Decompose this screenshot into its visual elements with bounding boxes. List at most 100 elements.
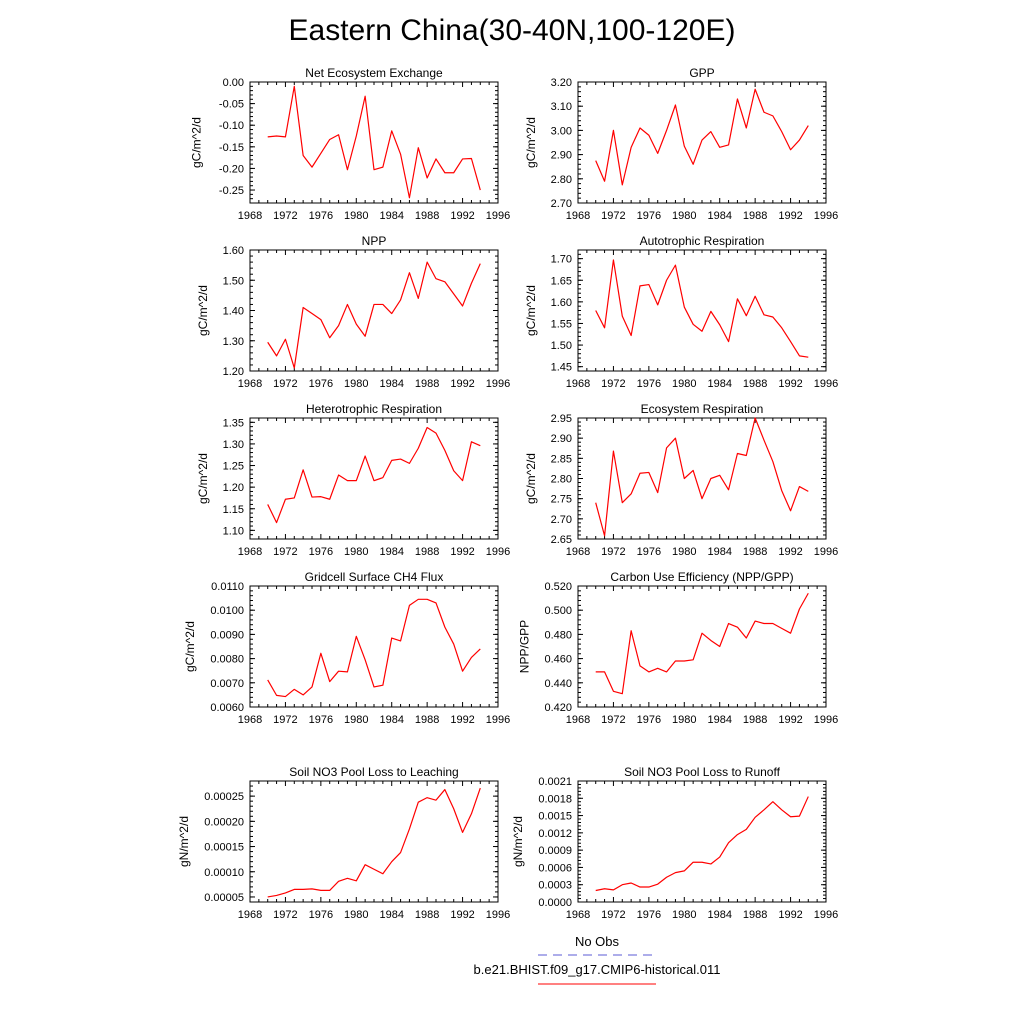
series-line (267, 787, 481, 898)
y-tick-label: 1.60 (223, 245, 244, 257)
panel-title: Gridcell Surface CH4 Flux (305, 570, 444, 584)
y-tick-label: 0.0080 (210, 654, 244, 666)
y-tick-label: 0.440 (544, 678, 572, 690)
y-tick-label: -0.10 (219, 120, 244, 132)
series-line (595, 417, 809, 537)
y-tick-label: 0.460 (544, 654, 572, 666)
x-tick-label: 1968 (566, 909, 590, 921)
panel-title: Carbon Use Efficiency (NPP/GPP) (610, 570, 793, 584)
y-tick-label: -0.25 (219, 185, 244, 197)
y-tick-label: 0.480 (544, 629, 572, 641)
y-tick-label: 0.00025 (204, 791, 244, 803)
x-tick-label: 1992 (450, 714, 474, 726)
x-tick-label: 1972 (273, 714, 297, 726)
panel-4: Autotrophic Respiration 1968 1972 1976 1980 1… (524, 234, 838, 390)
y-tick-label: 2.85 (551, 453, 572, 465)
panel-title: Soil NO3 Pool Loss to Runoff (624, 765, 781, 779)
x-tick-label: 1968 (238, 546, 262, 558)
x-tick-label: 1988 (743, 909, 767, 921)
plot-frame (577, 417, 827, 540)
y-tick-label: 0.00010 (204, 867, 244, 879)
y-axis-label: gN/m^2/d (511, 816, 525, 867)
x-tick-label: 1992 (778, 378, 802, 390)
panel-title: NPP (362, 234, 387, 248)
x-tick-label: 1980 (672, 210, 696, 222)
x-tick-label: 1976 (637, 909, 661, 921)
x-tick-label: 1980 (344, 210, 368, 222)
legend-label-obs: No Obs (575, 934, 620, 949)
y-axis-label: gC/m^2/d (190, 117, 204, 168)
y-tick-label: 2.65 (551, 534, 572, 546)
x-tick-label: 1984 (379, 714, 403, 726)
x-tick-label: 1968 (238, 378, 262, 390)
y-tick-label: 0.0110 (211, 581, 244, 593)
y-axis-label: gC/m^2/d (524, 117, 538, 168)
x-tick-label: 1984 (379, 909, 403, 921)
x-tick-label: 1992 (778, 714, 802, 726)
y-tick-label: 1.25 (223, 461, 244, 473)
y-tick-label: 0.0009 (538, 845, 572, 857)
x-tick-label: 1996 (814, 378, 838, 390)
x-tick-label: 1976 (309, 714, 333, 726)
x-tick-label: 1976 (309, 909, 333, 921)
x-tick-label: 1968 (238, 210, 262, 222)
x-tick-label: 1988 (415, 378, 439, 390)
y-tick-label: 0.500 (544, 605, 572, 617)
x-tick-label: 1972 (601, 546, 625, 558)
y-tick-label: 1.15 (223, 504, 244, 516)
x-tick-label: 1980 (344, 378, 368, 390)
x-tick-label: 1976 (637, 378, 661, 390)
x-tick-label: 1980 (672, 378, 696, 390)
y-tick-label: 3.10 (551, 101, 572, 113)
x-tick-label: 1988 (743, 546, 767, 558)
y-tick-label: 1.65 (551, 275, 572, 287)
x-tick-label: 1988 (415, 546, 439, 558)
panel-title: Soil NO3 Pool Loss to Leaching (289, 765, 458, 779)
x-tick-label: 1996 (814, 546, 838, 558)
y-tick-label: 2.75 (551, 494, 572, 506)
x-tick-label: 1980 (672, 714, 696, 726)
plot-frame (249, 780, 499, 903)
y-tick-label: 1.20 (223, 482, 244, 494)
y-tick-label: 0.0070 (210, 678, 244, 690)
y-axis-label: gC/m^2/d (196, 453, 210, 504)
x-tick-label: 1976 (309, 210, 333, 222)
y-tick-label: 3.20 (551, 77, 572, 89)
y-tick-label: 1.40 (223, 306, 244, 318)
x-tick-label: 1996 (814, 714, 838, 726)
panel-title: Net Ecosystem Exchange (305, 66, 443, 80)
x-tick-label: 1980 (672, 909, 696, 921)
x-tick-label: 1996 (486, 714, 510, 726)
x-tick-label: 1980 (344, 546, 368, 558)
x-tick-label: 1976 (637, 210, 661, 222)
x-tick-label: 1984 (379, 546, 403, 558)
y-tick-label: 1.60 (551, 297, 572, 309)
y-tick-label: -0.05 (219, 99, 244, 111)
x-tick-label: 1984 (707, 378, 731, 390)
y-tick-label: 2.80 (551, 474, 572, 486)
x-tick-label: 1996 (814, 909, 838, 921)
x-tick-label: 1972 (601, 210, 625, 222)
series-line (267, 598, 481, 698)
x-tick-label: 1996 (486, 378, 510, 390)
x-tick-label: 1992 (450, 378, 474, 390)
y-tick-label: 3.00 (551, 125, 572, 137)
x-tick-label: 1976 (637, 714, 661, 726)
legend-label-model: b.e21.BHIST.f09_g17.CMIP6-historical.011 (474, 962, 721, 977)
series-line (595, 796, 809, 892)
series-line (595, 259, 809, 358)
x-tick-label: 1992 (450, 909, 474, 921)
series-line (595, 88, 809, 186)
y-axis-label: gN/m^2/d (177, 816, 191, 867)
y-tick-label: 1.70 (551, 254, 572, 266)
series-line (595, 592, 809, 695)
x-tick-label: 1984 (379, 378, 403, 390)
y-tick-label: 2.70 (551, 514, 572, 526)
x-tick-label: 1996 (486, 210, 510, 222)
x-tick-label: 1980 (344, 714, 368, 726)
y-tick-label: 1.50 (551, 340, 572, 352)
x-tick-label: 1968 (566, 714, 590, 726)
panel-1: Net Ecosystem Exchange 1968 1972 1976 1980 19… (190, 66, 511, 222)
y-tick-label: 0.00015 (204, 842, 244, 854)
